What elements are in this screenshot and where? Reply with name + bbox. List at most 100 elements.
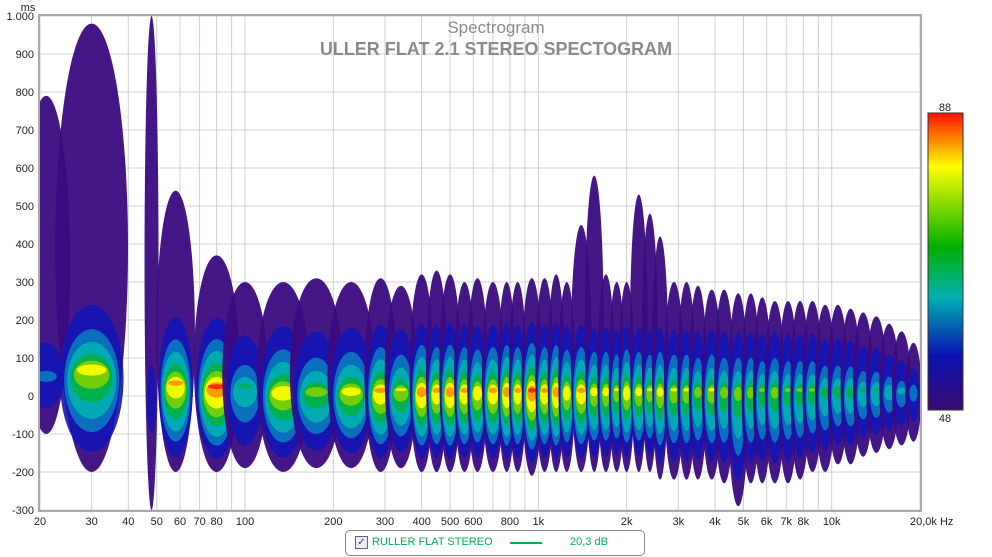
y-tick-label: 700 — [16, 125, 34, 137]
x-tick-label: 1k — [533, 516, 545, 528]
x-tick-label: 10k — [823, 516, 841, 528]
level-contour — [168, 380, 184, 386]
spectrogram-peak — [222, 282, 268, 469]
spectrogram-peak — [156, 190, 195, 472]
level-contour — [166, 376, 185, 399]
legend-series-value: 20,3 dB — [570, 536, 608, 548]
level-contour — [271, 385, 296, 401]
legend-series-name: RULLER FLAT STEREO — [372, 536, 493, 548]
spectrogram-peak — [289, 278, 343, 469]
level-contour — [694, 386, 702, 399]
spectrogram-peak — [144, 16, 159, 510]
level-contour — [590, 387, 599, 397]
colorbar-max-label: 88 — [939, 102, 951, 114]
level-contour — [76, 364, 107, 376]
level-contour — [897, 387, 906, 395]
level-contour — [416, 387, 427, 398]
x-tick-label: 600 — [464, 516, 482, 528]
x-tick-label: 2k — [621, 516, 633, 528]
level-contour — [207, 384, 226, 389]
spectrogram-peak — [467, 278, 488, 472]
level-contour — [656, 387, 664, 397]
x-tick-label: 30 — [86, 516, 98, 528]
spectrogram-peak — [651, 236, 669, 480]
spectrogram-peak — [327, 282, 375, 469]
level-contour — [576, 384, 587, 405]
x-tick-label: 4k — [709, 516, 721, 528]
level-contour — [808, 388, 817, 392]
colorbar — [927, 112, 964, 411]
level-contour — [233, 377, 258, 408]
level-contour — [577, 387, 586, 394]
level-contour — [527, 387, 536, 393]
level-contour — [432, 387, 441, 394]
level-contour — [872, 388, 881, 392]
level-contour — [144, 16, 159, 510]
y-axis-unit: ms — [21, 2, 36, 14]
x-tick-label: 5k — [738, 516, 750, 528]
x-tick-label: 200 — [324, 516, 342, 528]
level-contour — [846, 386, 855, 398]
level-contour — [147, 365, 156, 433]
level-contour — [733, 386, 743, 402]
x-tick-label: 7k — [780, 516, 792, 528]
level-contour — [514, 387, 522, 394]
level-contour — [833, 386, 843, 398]
level-contour — [541, 387, 549, 394]
x-tick-label: 8k — [797, 516, 809, 528]
level-contour — [540, 384, 549, 405]
level-contour — [563, 385, 571, 401]
x-axis: 20 30 40 50 60 70 80 100 200 300 400 500 600 800 1k 2k 3… — [34, 516, 954, 528]
y-tick-label: 0 — [28, 391, 34, 403]
chart-subtitle: ULLER FLAT 2.1 STEREO SPECTOGRAM — [320, 39, 672, 59]
level-contour — [746, 386, 755, 399]
x-tick-label: 80 — [210, 516, 222, 528]
level-contour — [635, 387, 643, 397]
level-contour — [784, 388, 792, 393]
level-contour — [909, 384, 918, 402]
level-contour — [613, 388, 620, 392]
level-contour — [487, 384, 499, 405]
level-contour — [374, 387, 387, 394]
level-contour — [770, 386, 780, 399]
y-tick-label: 600 — [16, 163, 34, 175]
level-contour — [857, 381, 869, 408]
y-tick-label: -100 — [12, 429, 34, 441]
spectrogram-peak — [891, 331, 912, 446]
x-tick-label: 800 — [501, 516, 519, 528]
spectrogram-peak — [55, 23, 129, 472]
y-tick-label: 900 — [16, 49, 34, 61]
x-tick-label: 100 — [236, 516, 254, 528]
plot-frame — [38, 14, 922, 512]
legend-line-swatch — [510, 542, 542, 544]
y-tick-label: -300 — [12, 505, 34, 517]
level-contour — [670, 388, 678, 392]
spectrogram-peak — [905, 342, 920, 442]
spectrogram-surface — [40, 16, 920, 510]
level-contour — [236, 384, 254, 389]
level-contour — [884, 385, 894, 401]
level-contour — [445, 387, 455, 398]
y-tick-label: 300 — [16, 277, 34, 289]
y-tick-label: 500 — [16, 201, 34, 213]
level-contour — [552, 387, 560, 398]
x-tick-label: 50 — [151, 516, 163, 528]
x-tick-label: 20,0k Hz — [910, 516, 953, 528]
x-tick-label: 3k — [673, 516, 685, 528]
colorbar-min-label: 48 — [939, 413, 951, 425]
y-tick-label: 200 — [16, 315, 34, 327]
spectrogram-peak — [384, 285, 418, 469]
legend-checkbox[interactable]: ✓ — [355, 536, 368, 549]
spectrogram-peak — [508, 282, 527, 472]
level-contour — [870, 381, 882, 407]
y-tick-label: 400 — [16, 239, 34, 251]
level-contour — [305, 386, 328, 397]
spectrogram-peak — [688, 285, 708, 480]
level-contour — [669, 385, 679, 404]
level-contour — [503, 387, 511, 398]
x-tick-label: 40 — [122, 516, 134, 528]
level-contour — [393, 385, 409, 402]
y-tick-label: 800 — [16, 87, 34, 99]
level-contour — [859, 388, 867, 392]
level-contour — [488, 387, 498, 394]
